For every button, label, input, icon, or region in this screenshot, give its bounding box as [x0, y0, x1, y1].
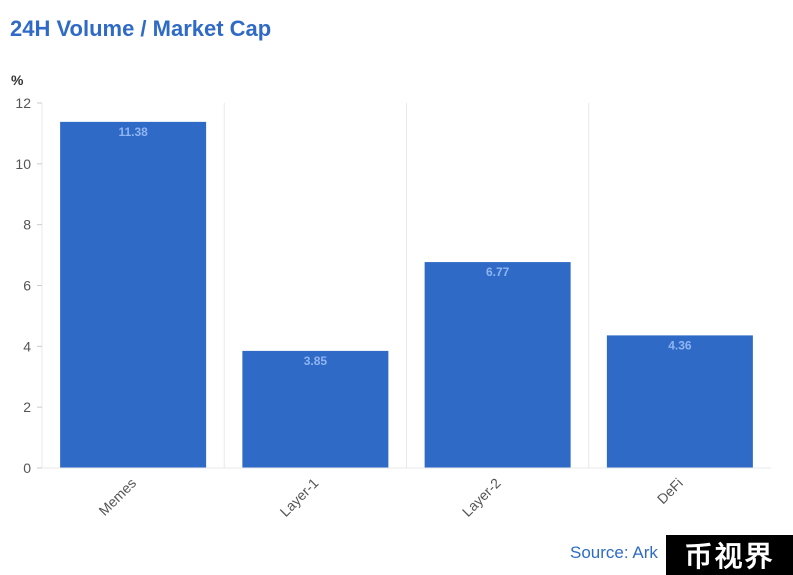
x-tick-label: DeFi	[654, 475, 686, 507]
watermark-logo: 币视界	[666, 535, 793, 575]
source-note: Source: Ark	[570, 543, 658, 562]
chart-title: 24H Volume / Market Cap	[10, 16, 272, 41]
y-tick-label: 0	[23, 460, 31, 476]
y-tick-label: 10	[15, 156, 31, 172]
bar	[242, 350, 389, 468]
x-tick-label: Layer-1	[277, 475, 322, 520]
grid-lines	[223, 103, 590, 468]
bar-value-labels: 11.38 3.85 6.77 4.36	[118, 125, 691, 368]
y-tick-label: 2	[23, 399, 31, 415]
y-axis: 0 2 4 6 8 10 12%	[11, 72, 43, 476]
bar	[606, 335, 753, 468]
y-tick-label: 12	[15, 95, 31, 111]
x-tick-label: Layer-2	[459, 475, 504, 520]
bar	[60, 121, 207, 468]
bar-value-label: 6.77	[486, 265, 510, 279]
bar-value-label: 11.38	[118, 125, 148, 139]
bar	[424, 262, 571, 468]
x-tick-label: Memes	[95, 475, 139, 519]
y-tick-label: 8	[23, 217, 31, 233]
bar-value-label: 4.36	[668, 338, 692, 352]
y-tick-label: 4	[23, 338, 31, 354]
bars	[60, 121, 753, 468]
y-tick-label: 6	[23, 278, 31, 294]
y-axis-label: %	[11, 72, 24, 88]
x-axis: Memes Layer-1 Layer-2 DeFi	[42, 467, 771, 520]
bar-value-label: 3.85	[304, 354, 328, 368]
